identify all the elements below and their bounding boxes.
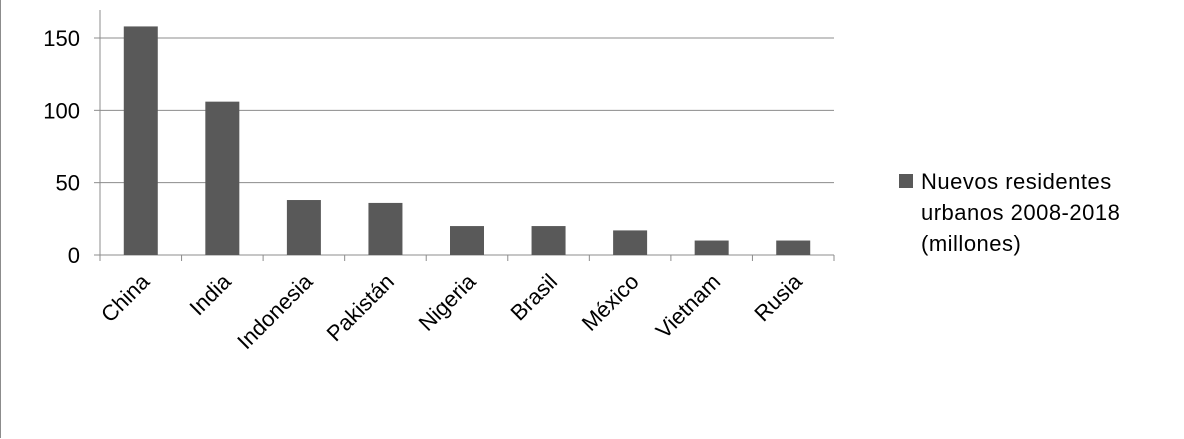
- x-tick-label: Indonesia: [232, 268, 318, 354]
- x-tick-label: Brasil: [506, 269, 563, 326]
- bar-méxico: [613, 230, 648, 255]
- y-tick-label: 0: [68, 243, 80, 268]
- x-tick-label: Pakistán: [322, 269, 399, 346]
- bar-china: [123, 26, 158, 255]
- bar-nigeria: [450, 226, 484, 255]
- bar-brasil: [531, 226, 566, 255]
- x-tick-label: Nigeria: [414, 268, 482, 336]
- y-tick-label: 50: [56, 171, 80, 196]
- bar-vietnam: [694, 240, 729, 255]
- legend-label: Nuevos residentes urbanos 2008-2018 (mil…: [921, 169, 1121, 256]
- x-tick-label: México: [577, 269, 644, 336]
- x-tick-label: India: [184, 268, 236, 320]
- y-tick-label: 150: [43, 26, 80, 51]
- bar-india: [205, 101, 240, 255]
- y-tick-label: 100: [43, 98, 80, 123]
- x-tick-label: Vietnam: [651, 269, 725, 343]
- x-tick-label: China: [96, 268, 155, 327]
- legend-swatch: [899, 174, 913, 188]
- bar-indonesia: [286, 200, 321, 255]
- bar-rusia: [776, 240, 811, 255]
- bar-pakistán: [368, 202, 403, 255]
- x-tick-label: Rusia: [749, 268, 807, 326]
